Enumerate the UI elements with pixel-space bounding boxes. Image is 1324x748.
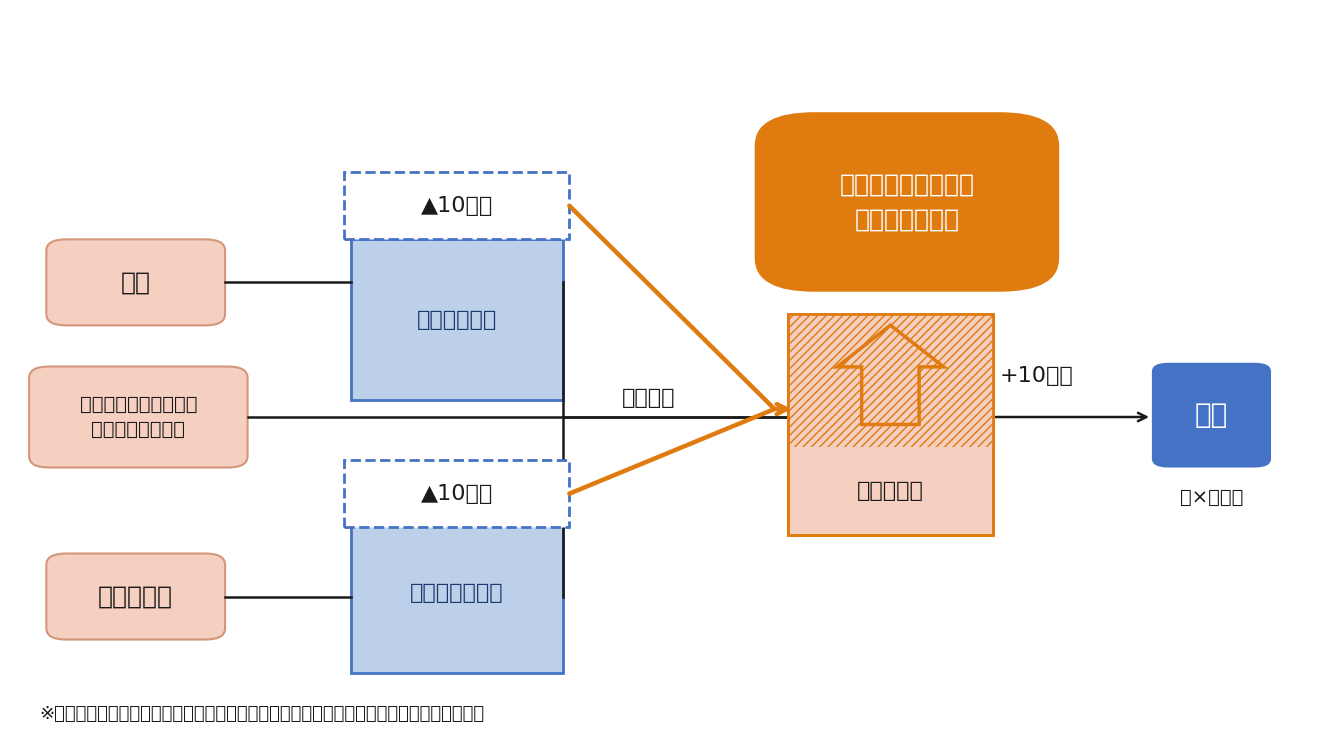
Bar: [351, 239, 563, 400]
Text: 給与所得控除: 給与所得控除: [417, 310, 496, 330]
FancyBboxPatch shape: [755, 112, 1059, 292]
Text: 公的年金等控除: 公的年金等控除: [410, 583, 503, 603]
FancyBboxPatch shape: [1152, 363, 1271, 468]
Bar: [344, 460, 569, 527]
Text: +10万円: +10万円: [1000, 366, 1074, 386]
Text: ▲10万円: ▲10万円: [421, 196, 493, 215]
FancyBboxPatch shape: [46, 554, 225, 640]
Text: ▲10万円: ▲10万円: [421, 484, 493, 503]
Text: 基礎控除等: 基礎控除等: [857, 481, 924, 500]
Text: 給与所得控除等から
基礎控除へ振替: 給与所得控除等から 基礎控除へ振替: [839, 172, 974, 232]
Bar: [344, 172, 569, 239]
Text: ※給与所得と年金所得の双方を有する方については、片方に係る控除のみが減額されます。: ※給与所得と年金所得の双方を有する方については、片方に係る控除のみが減額されます…: [40, 705, 485, 723]
Bar: [788, 314, 993, 447]
FancyBboxPatch shape: [46, 239, 225, 325]
FancyBboxPatch shape: [29, 367, 248, 468]
Bar: [788, 314, 993, 535]
Bar: [351, 512, 563, 673]
Text: 必要経費: 必要経費: [621, 388, 675, 408]
Text: 公的年金等: 公的年金等: [98, 584, 173, 609]
Text: フリーランス、請負、
起業等による収入: フリーランス、請負、 起業等による収入: [79, 395, 197, 439]
Text: 給与: 給与: [120, 270, 151, 295]
Text: （×税率）: （×税率）: [1180, 488, 1243, 507]
Text: 税額: 税額: [1194, 401, 1229, 429]
Bar: [788, 314, 993, 535]
